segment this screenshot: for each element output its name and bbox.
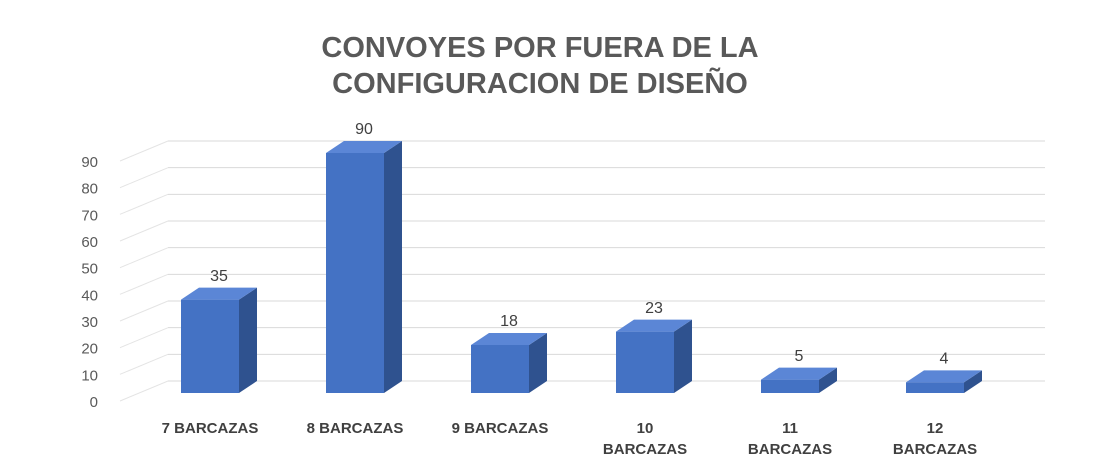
- x-tick-label: 7 BARCAZAS: [161, 420, 259, 437]
- y-tick-label: 30: [81, 314, 98, 331]
- y-tick-label: 50: [81, 261, 98, 278]
- grid-line: [119, 300, 169, 322]
- bar: [471, 333, 547, 393]
- bar: [326, 141, 402, 393]
- bar-side: [674, 319, 692, 393]
- y-tick-label: 70: [81, 207, 98, 224]
- y-tick-label: 20: [81, 341, 98, 358]
- bar-side: [819, 367, 837, 393]
- grid-line: [119, 220, 169, 242]
- grid-line: [119, 167, 169, 189]
- data-label: 5: [795, 348, 804, 365]
- bar-side: [384, 141, 402, 393]
- bar-side: [529, 333, 547, 393]
- y-tick-label: 90: [81, 154, 98, 171]
- bar-front: [181, 299, 239, 393]
- y-tick-label: 40: [81, 287, 98, 304]
- x-tick-label: 12 BARCAZAS: [892, 420, 978, 458]
- bar: [616, 319, 692, 393]
- grid-line: [119, 273, 169, 295]
- bar-top: [471, 333, 547, 345]
- y-tick-label: 80: [81, 181, 98, 198]
- x-tick-label: 10 BARCAZAS: [602, 420, 688, 458]
- y-tick-label: 0: [90, 394, 98, 411]
- bar: [761, 367, 837, 393]
- y-tick-label: 10: [81, 367, 98, 384]
- y-tick-label: 60: [81, 234, 98, 251]
- x-tick-label: 9 BARCAZAS: [451, 420, 549, 437]
- bar: [181, 287, 257, 393]
- grid-line: [119, 327, 169, 349]
- grid-line: [119, 380, 169, 402]
- bar-top: [181, 287, 257, 300]
- grid-line: [119, 247, 169, 269]
- bar-front: [761, 379, 819, 393]
- bar-front: [906, 382, 964, 393]
- x-tick-label: 8 BARCAZAS: [306, 420, 404, 437]
- bar-front: [471, 345, 529, 393]
- bar-side: [239, 287, 257, 393]
- bar-top: [761, 367, 837, 380]
- bar-front: [326, 153, 384, 393]
- data-label: 18: [500, 313, 518, 330]
- data-label: 90: [355, 121, 373, 138]
- bar: [906, 370, 982, 393]
- bar-top: [906, 370, 982, 383]
- grid-line: [119, 193, 169, 215]
- x-tick-label: 11 BARCAZAS: [747, 420, 833, 458]
- bar-front: [616, 331, 674, 393]
- bar-top: [616, 319, 692, 332]
- data-label: 35: [210, 268, 228, 285]
- data-label: 4: [940, 351, 949, 368]
- chart-title: CONVOYES POR FUERA DE LA CONFIGURACION D…: [321, 32, 759, 100]
- grid-line: [119, 353, 169, 375]
- grid-line: [119, 140, 169, 162]
- bar-top: [326, 141, 402, 153]
- data-label: 23: [645, 300, 663, 317]
- bar-side: [964, 370, 982, 393]
